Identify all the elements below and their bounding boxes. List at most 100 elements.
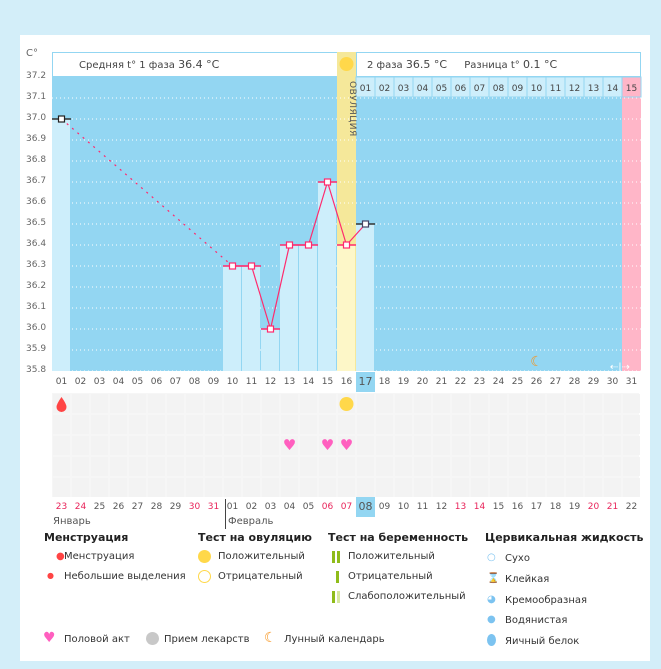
- event-cell[interactable]: [148, 478, 165, 497]
- event-cell[interactable]: [224, 457, 241, 476]
- calendar-date[interactable]: 11: [416, 502, 429, 512]
- cycle-day[interactable]: 11: [245, 377, 258, 387]
- event-cell[interactable]: [319, 478, 336, 497]
- event-cell[interactable]: [376, 436, 393, 455]
- event-cell[interactable]: [129, 394, 146, 413]
- event-cell[interactable]: [585, 415, 602, 434]
- event-cell[interactable]: [471, 394, 488, 413]
- cycle-day[interactable]: 05: [131, 377, 144, 387]
- event-cell[interactable]: [509, 457, 526, 476]
- event-cell[interactable]: [528, 394, 545, 413]
- event-cell[interactable]: [110, 436, 127, 455]
- event-cell[interactable]: [167, 436, 184, 455]
- event-cell[interactable]: [205, 394, 222, 413]
- event-cell[interactable]: [186, 457, 203, 476]
- cycle-day[interactable]: 24: [492, 377, 505, 387]
- event-cell[interactable]: [357, 415, 374, 434]
- event-cell[interactable]: [357, 457, 374, 476]
- event-cell[interactable]: [338, 457, 355, 476]
- event-cell[interactable]: [433, 394, 450, 413]
- event-cell[interactable]: [243, 394, 260, 413]
- event-cell[interactable]: [72, 457, 89, 476]
- event-cell[interactable]: [623, 478, 640, 497]
- temperature-point[interactable]: [228, 262, 237, 270]
- temperature-point[interactable]: [342, 241, 351, 249]
- cycle-day[interactable]: 21: [435, 377, 448, 387]
- temperature-point[interactable]: [266, 325, 275, 333]
- event-cell[interactable]: [623, 457, 640, 476]
- event-cell[interactable]: [319, 394, 336, 413]
- cycle-day[interactable]: 23: [473, 377, 486, 387]
- event-cell[interactable]: [528, 478, 545, 497]
- event-cell[interactable]: [53, 457, 70, 476]
- event-cell[interactable]: [547, 457, 564, 476]
- event-cell[interactable]: [414, 436, 431, 455]
- event-cell[interactable]: [509, 436, 526, 455]
- event-cell[interactable]: [148, 394, 165, 413]
- event-cell[interactable]: [490, 394, 507, 413]
- event-cell[interactable]: [376, 478, 393, 497]
- calendar-date[interactable]: 12: [435, 502, 448, 512]
- event-cell[interactable]: [205, 457, 222, 476]
- event-cell[interactable]: [129, 478, 146, 497]
- event-cell[interactable]: [414, 394, 431, 413]
- event-cell[interactable]: [300, 436, 317, 455]
- event-cell[interactable]: [262, 436, 279, 455]
- event-cell[interactable]: [338, 415, 355, 434]
- event-cell[interactable]: [281, 478, 298, 497]
- calendar-date[interactable]: 13: [454, 502, 467, 512]
- event-cell[interactable]: [357, 394, 374, 413]
- event-cell[interactable]: [395, 457, 412, 476]
- calendar-date[interactable]: 05: [302, 502, 315, 512]
- event-cell[interactable]: [300, 457, 317, 476]
- calendar-date[interactable]: 19: [568, 502, 581, 512]
- event-cell[interactable]: [604, 394, 621, 413]
- event-cell[interactable]: [395, 394, 412, 413]
- event-cell[interactable]: [91, 394, 108, 413]
- event-cell[interactable]: [243, 478, 260, 497]
- cycle-day[interactable]: 29: [587, 377, 600, 387]
- event-cell[interactable]: [281, 457, 298, 476]
- event-cell[interactable]: [319, 457, 336, 476]
- cycle-day[interactable]: 18: [378, 377, 391, 387]
- event-cell[interactable]: [604, 478, 621, 497]
- event-cell[interactable]: [300, 478, 317, 497]
- temperature-point[interactable]: [57, 115, 66, 123]
- event-cell[interactable]: [471, 415, 488, 434]
- event-cell[interactable]: [414, 478, 431, 497]
- event-cell[interactable]: [471, 457, 488, 476]
- event-cell[interactable]: [566, 457, 583, 476]
- temperature-point[interactable]: [247, 262, 256, 270]
- event-cell[interactable]: [186, 394, 203, 413]
- temperature-point[interactable]: [304, 241, 313, 249]
- event-cell[interactable]: [224, 415, 241, 434]
- event-cell[interactable]: [148, 436, 165, 455]
- event-cell[interactable]: [262, 394, 279, 413]
- event-cell[interactable]: [338, 436, 355, 455]
- cycle-day[interactable]: 02: [74, 377, 87, 387]
- event-cell[interactable]: [490, 436, 507, 455]
- event-cell[interactable]: [148, 457, 165, 476]
- event-cell[interactable]: [509, 415, 526, 434]
- calendar-date[interactable]: 06: [321, 502, 334, 512]
- event-cell[interactable]: [433, 478, 450, 497]
- event-cell[interactable]: [243, 415, 260, 434]
- event-cell[interactable]: [205, 478, 222, 497]
- event-cell[interactable]: [509, 394, 526, 413]
- event-cell[interactable]: [91, 478, 108, 497]
- event-cell[interactable]: [604, 457, 621, 476]
- event-cell[interactable]: [604, 436, 621, 455]
- cycle-day[interactable]: 03: [93, 377, 106, 387]
- event-cell[interactable]: [433, 415, 450, 434]
- calendar-date[interactable]: 17: [530, 502, 543, 512]
- cycle-day[interactable]: 31: [625, 377, 638, 387]
- temperature-point[interactable]: [285, 241, 294, 249]
- event-cell[interactable]: [224, 478, 241, 497]
- event-cell[interactable]: [452, 478, 469, 497]
- event-cell[interactable]: [319, 415, 336, 434]
- cycle-day[interactable]: 22: [454, 377, 467, 387]
- cycle-day[interactable]: 26: [530, 377, 543, 387]
- event-cell[interactable]: [243, 457, 260, 476]
- event-cell[interactable]: [490, 457, 507, 476]
- scroll-arrows-icon[interactable]: ⇠|⇢: [610, 362, 630, 373]
